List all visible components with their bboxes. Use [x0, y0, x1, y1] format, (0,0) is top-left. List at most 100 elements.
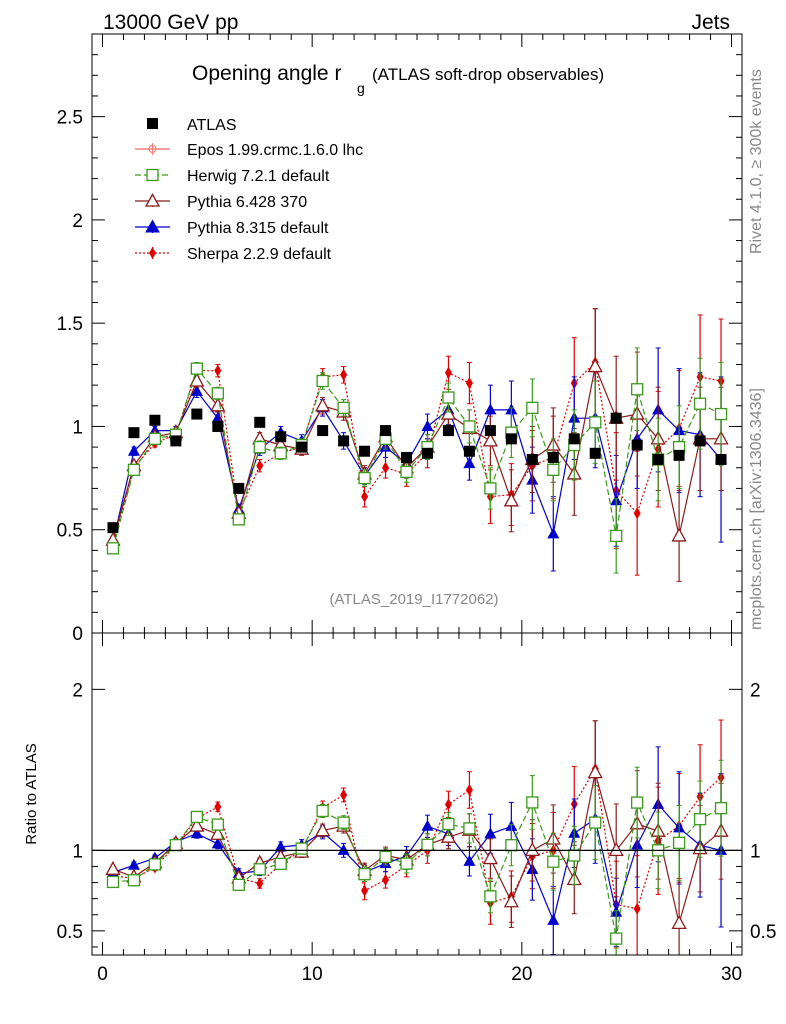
data-point [484, 403, 497, 415]
data-point [463, 420, 476, 433]
ratio-point [211, 837, 224, 849]
data-point [170, 435, 182, 447]
ratio-point [484, 890, 497, 903]
ratio-point [587, 764, 603, 779]
ratio-point [444, 798, 452, 811]
data-point [652, 453, 664, 465]
header-left: 13000 GeV pp [103, 11, 238, 34]
ratio-point [631, 796, 644, 809]
ratio-point [211, 818, 224, 831]
ratio-point [358, 867, 371, 881]
legend-entry-epos: Epos 1.99.crmc.1.6.0 lhc [135, 142, 363, 159]
ratio-point [232, 878, 245, 891]
ratio-point [315, 822, 331, 837]
ratio-ytick-label: 0.5 [57, 922, 83, 943]
legend-marker-pythia8 [145, 219, 160, 233]
data-point [693, 397, 707, 410]
series-line-pythia-4 [112, 390, 722, 543]
ratio-line-pythia-4 [112, 803, 722, 923]
data-point [127, 444, 140, 456]
data-point [340, 368, 348, 381]
main-plot-area [105, 308, 729, 582]
data-point [127, 463, 141, 476]
legend-entry-atlas: ATLAS [147, 117, 237, 134]
data-point [610, 529, 623, 543]
ratio-point [608, 841, 624, 856]
x-tick-label: 0 [97, 964, 108, 985]
data-point [317, 425, 329, 437]
ratio-point [463, 822, 476, 835]
data-point [673, 449, 685, 461]
x-tick-label: 10 [302, 964, 323, 985]
data-point [380, 425, 392, 437]
data-point [212, 420, 224, 432]
ratio-point [568, 849, 581, 862]
data-point [232, 513, 245, 526]
ratio-point [256, 877, 264, 890]
data-point [296, 441, 308, 453]
data-point [148, 432, 162, 445]
data-point [149, 414, 161, 426]
ratio-point [274, 840, 287, 852]
data-point [440, 405, 457, 420]
ratio-point [526, 796, 539, 809]
data-point [338, 435, 350, 447]
legend-label-herwig: Herwig 7.2.1 default [187, 168, 330, 185]
ratio-point [127, 858, 140, 870]
data-point [714, 407, 728, 421]
ratio-point [190, 827, 203, 839]
ratio-point [693, 813, 707, 826]
ratio-point [106, 875, 120, 889]
ratio-point [382, 873, 390, 886]
ratio-ylabel: Ratio to ATLAS [23, 743, 40, 844]
data-point [442, 425, 454, 437]
ratio-point [253, 863, 266, 876]
data-point [547, 451, 559, 463]
legend-marker-sherpa [149, 247, 156, 259]
ratio-point [484, 827, 497, 839]
data-point [214, 364, 222, 377]
ratio-point [316, 804, 329, 818]
data-point [589, 447, 601, 459]
data-point [382, 461, 390, 474]
data-point [463, 445, 475, 457]
ratio-point [524, 841, 540, 856]
ratio-line-sherpa-5 [112, 767, 722, 910]
chart-title-subscript: g [357, 80, 365, 96]
ratio-point [671, 914, 687, 930]
data-point [484, 425, 496, 437]
x-tick-label: 30 [721, 964, 742, 985]
data-point [191, 408, 203, 420]
ratio-point [440, 828, 457, 843]
ratio-point [361, 884, 369, 897]
data-point [253, 440, 266, 454]
data-point [631, 383, 644, 396]
ratio-point [442, 817, 455, 831]
ratio-point [340, 788, 348, 801]
data-point [484, 482, 497, 495]
legend-entry-herwig: Herwig 7.2.1 default [135, 168, 330, 185]
data-point [359, 445, 371, 457]
ratio-point [463, 854, 476, 866]
data-point [547, 463, 560, 476]
ratio-point [295, 842, 308, 855]
mcplots-label: mcplots.cern.ch [arXiv:1306.3436] [748, 388, 765, 630]
data-point [631, 439, 643, 451]
series-atlas-0 [107, 408, 727, 534]
data-point [361, 490, 369, 503]
data-point [315, 397, 331, 412]
legend-marker-pythia6 [144, 193, 161, 207]
data-point [671, 527, 687, 542]
data-point [568, 433, 580, 445]
ratio-point [127, 874, 141, 887]
data-point [465, 377, 473, 390]
x-axis-labels: 0 10 20 30 [97, 964, 742, 985]
main-panel: 0 0.5 1 1.5 2 2.5 Opening angle r g (ATLAS so… [57, 33, 743, 645]
data-point [463, 457, 476, 469]
ratio-point [421, 819, 434, 831]
ratio-point [337, 843, 350, 855]
ratio-point [214, 800, 222, 813]
ratio-point [633, 902, 641, 915]
data-point [401, 451, 413, 463]
ratio-point [274, 857, 287, 871]
